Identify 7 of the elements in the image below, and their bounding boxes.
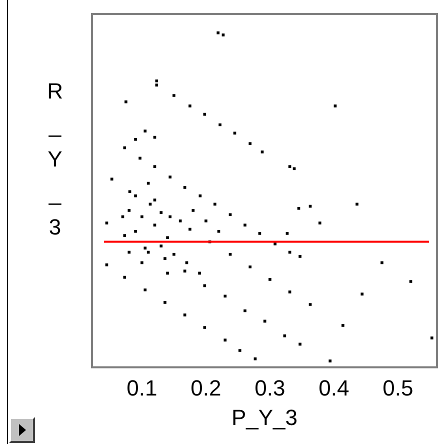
x-tick-label: 0.2 — [190, 375, 222, 400]
x-tick-label: 0.4 — [318, 375, 350, 400]
x-tick-label: 0.1 — [126, 375, 158, 400]
x-axis-title: P_Y_3 — [231, 404, 298, 430]
x-tick-label: 0.5 — [382, 375, 414, 400]
y-axis-title: R_Y_3 — [47, 78, 63, 240]
x-tick-label: 0.3 — [254, 375, 286, 400]
